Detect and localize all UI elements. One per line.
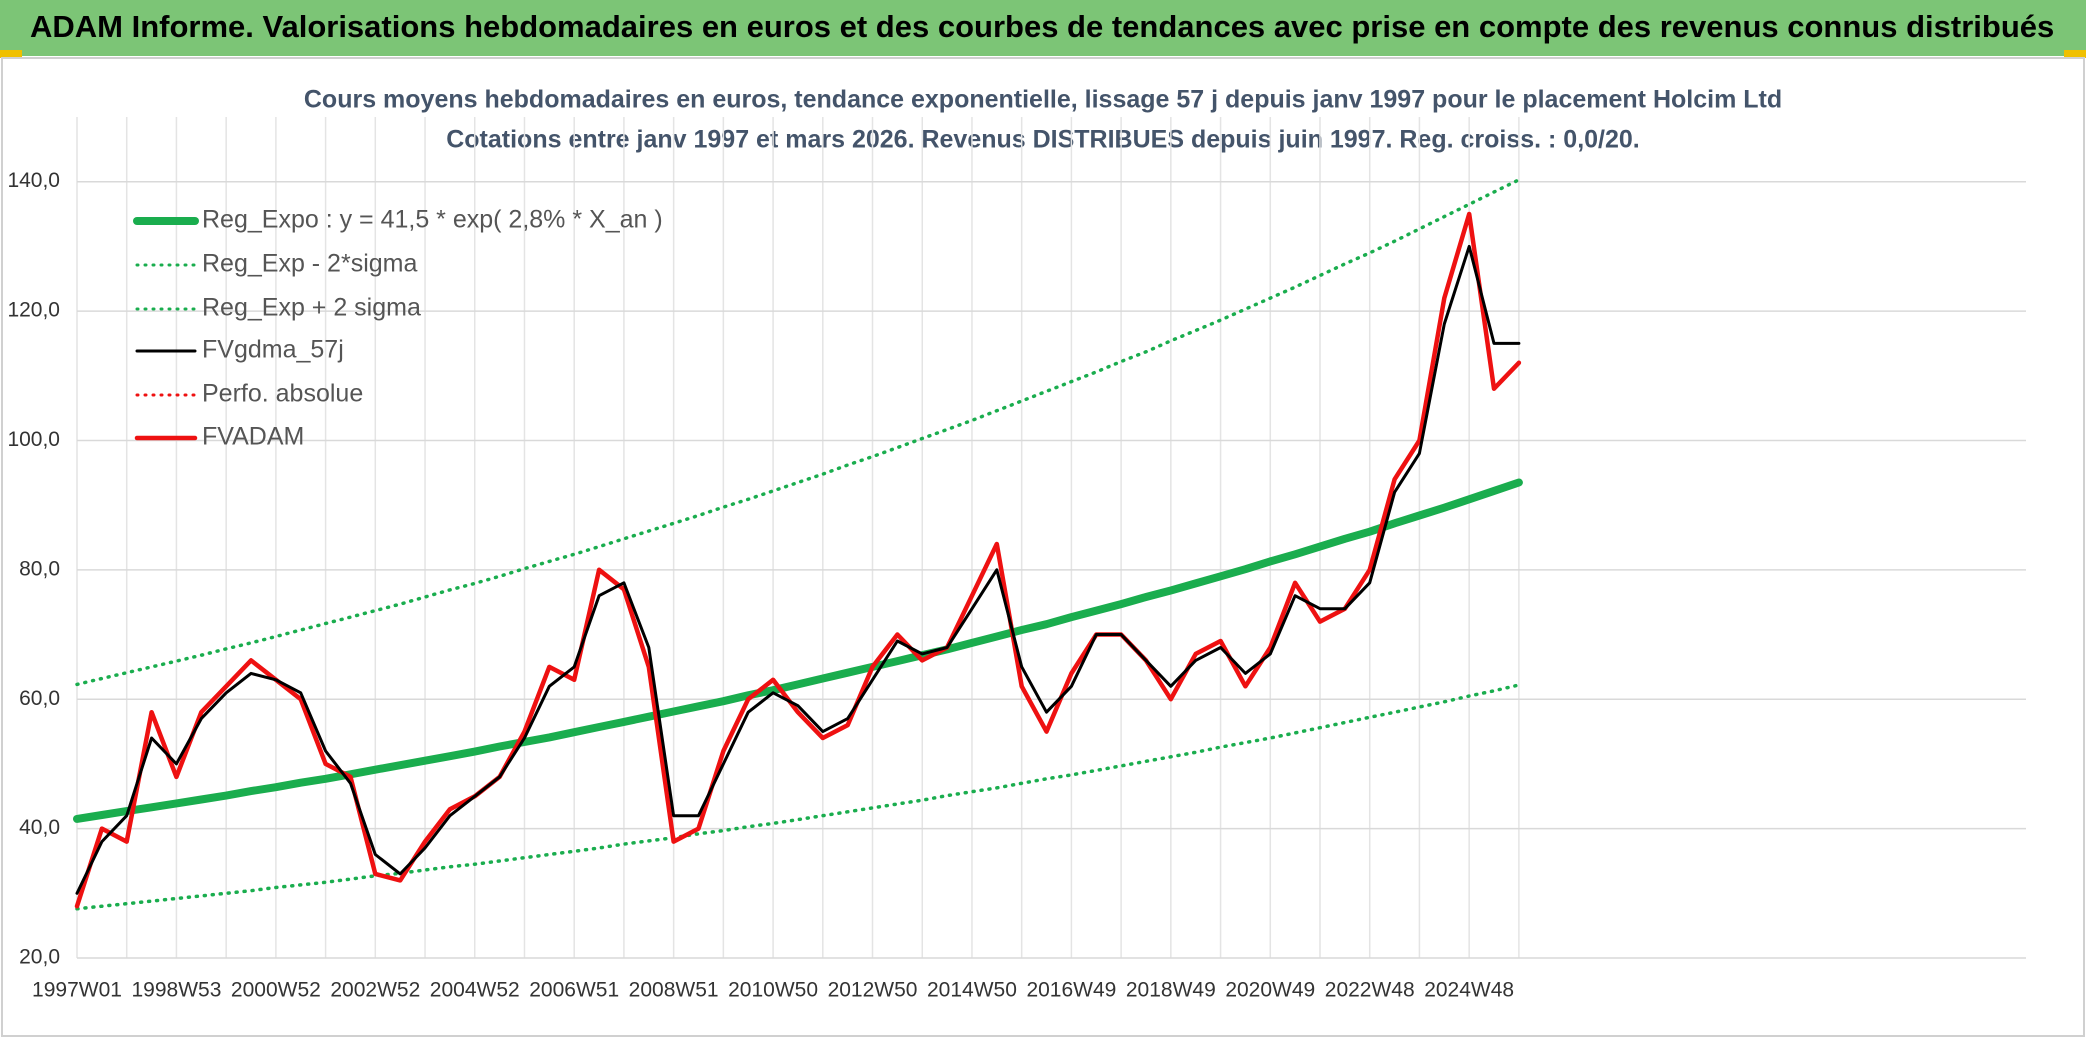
plot <box>73 178 1523 911</box>
chart-subtitle: Cotations entre janv 1997 et mars 2026. … <box>446 126 1640 154</box>
legend-label: Reg_Exp + 2 sigma <box>202 294 421 322</box>
series-line <box>74 211 1522 909</box>
legend: Reg_Expo : y = 41,5 * exp( 2,8% * X_an )… <box>133 206 663 451</box>
x-tick-label: 2006W51 <box>529 979 619 1002</box>
x-tick-label: 2024W48 <box>1424 979 1514 1002</box>
y-tick-label: 60,0 <box>19 687 60 710</box>
legend-label: Reg_Exp - 2*sigma <box>202 250 417 278</box>
series-line <box>75 178 1521 687</box>
x-tick-label: 1997W01 <box>32 979 122 1002</box>
x-tick-label: 2002W52 <box>330 979 420 1002</box>
series-line <box>75 244 1521 895</box>
series-line <box>73 478 1523 823</box>
x-tick-label: 2012W50 <box>828 979 918 1002</box>
frame <box>1 57 2085 1037</box>
header-title: ADAM Informe. Valorisations hebdomadaire… <box>30 9 2054 44</box>
y-tick-label: 120,0 <box>7 299 60 322</box>
legend-label: FVADAM <box>202 423 304 451</box>
x-tick-label: 2018W49 <box>1126 979 1216 1002</box>
y-tick-label: 20,0 <box>19 946 60 969</box>
legend-label: FVgdma_57j <box>202 336 344 364</box>
chart-title: Cours moyens hebdomadaires en euros, ten… <box>304 86 1782 114</box>
y-tick-label: 40,0 <box>19 816 60 839</box>
legend-label: Reg_Expo : y = 41,5 * exp( 2,8% * X_an ) <box>202 206 663 234</box>
y-tick-label: 100,0 <box>7 428 60 451</box>
x-tick-label: 2000W52 <box>231 979 321 1002</box>
x-tick-label: 2004W52 <box>430 979 520 1002</box>
y-tick-label: 80,0 <box>19 557 60 580</box>
corner <box>0 50 22 58</box>
legend-label: Perfo. absolue <box>202 380 363 408</box>
x-tick-label: 2014W50 <box>927 979 1017 1002</box>
x-tick-label: 2010W50 <box>728 979 818 1002</box>
y-tick-label: 140,0 <box>7 169 60 192</box>
series-line <box>75 683 1521 911</box>
x-tick-label: 2008W51 <box>629 979 719 1002</box>
x-tick-label: 1998W53 <box>131 979 221 1002</box>
x-tick-label: 2016W49 <box>1026 979 1116 1002</box>
corner <box>2064 50 2086 58</box>
x-tick-label: 2022W48 <box>1325 979 1415 1002</box>
header-bar <box>0 0 2086 56</box>
x-tick-label: 2020W49 <box>1225 979 1315 1002</box>
